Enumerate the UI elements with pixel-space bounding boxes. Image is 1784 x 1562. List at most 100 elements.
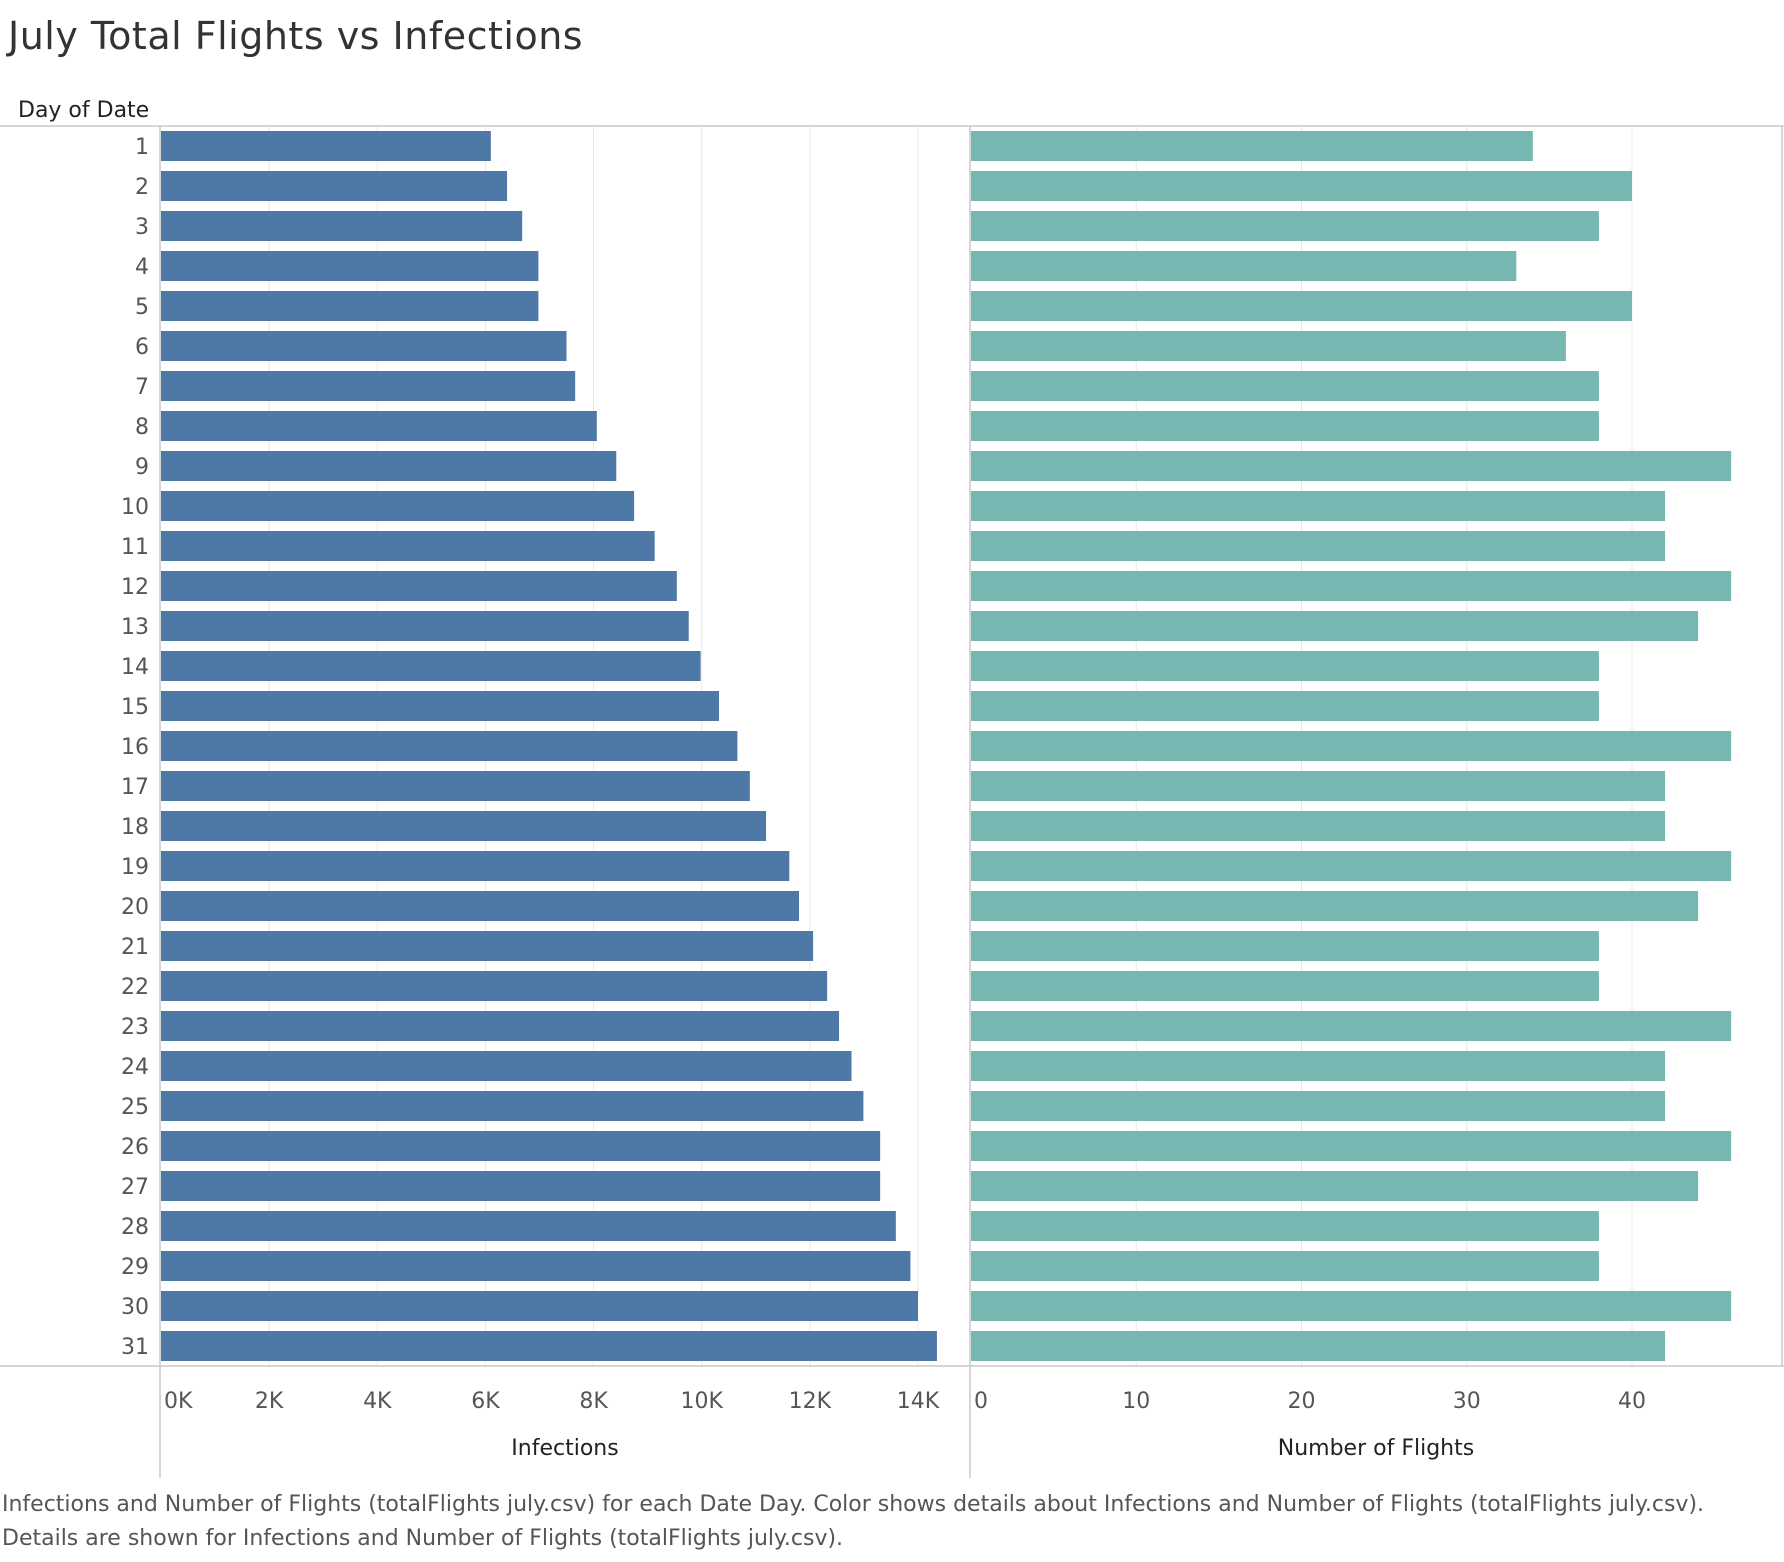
flights-bar	[971, 1131, 1732, 1161]
flights-bar	[971, 971, 1599, 1001]
y-tick-label: 11	[121, 535, 149, 560]
y-tick-label: 4	[135, 255, 149, 280]
flights-bar	[971, 851, 1732, 881]
x-tick-label: 0	[974, 1389, 988, 1414]
flights-bar	[971, 1051, 1666, 1081]
infections-bar	[161, 1171, 881, 1201]
infections-bar	[161, 1091, 864, 1121]
y-tick-label: 27	[121, 1175, 149, 1200]
infections-bar	[161, 531, 655, 561]
infections-bar	[161, 291, 539, 321]
flights-bar	[971, 771, 1666, 801]
infections-bar	[161, 971, 828, 1001]
flights-bar	[971, 651, 1599, 681]
flights-bar	[971, 1331, 1666, 1361]
infections-bar	[161, 611, 689, 641]
infections-bar	[161, 371, 576, 401]
flights-bar	[971, 1011, 1732, 1041]
infections-bar	[161, 731, 738, 761]
y-tick-label: 9	[135, 455, 149, 480]
infections-bar	[161, 811, 767, 841]
y-tick-label: 25	[121, 1095, 149, 1120]
y-tick-label: 10	[121, 495, 149, 520]
x-tick-label: 10	[1122, 1389, 1150, 1414]
flights-bar	[971, 931, 1599, 961]
flights-bar	[971, 531, 1666, 561]
infections-bar	[161, 651, 701, 681]
flights-bar	[971, 1251, 1599, 1281]
flights-bar	[971, 891, 1699, 921]
y-tick-label: 28	[121, 1215, 149, 1240]
chart-title: July Total Flights vs Infections	[8, 14, 584, 58]
y-tick-label: 8	[135, 415, 149, 440]
x-tick-label: 10K	[681, 1389, 724, 1414]
flights-bar	[971, 1291, 1732, 1321]
infections-bar	[161, 851, 790, 881]
y-tick-label: 24	[121, 1055, 149, 1080]
infections-bar	[161, 931, 814, 961]
flights-bar	[971, 731, 1732, 761]
infections-bar	[161, 1211, 896, 1241]
infections-bar	[161, 571, 677, 601]
y-tick-label: 22	[121, 975, 149, 1000]
caption-line-1: Infections and Number of Flights (totalF…	[2, 1492, 1705, 1517]
chart-frame	[0, 125, 1784, 1478]
flights-bar	[971, 691, 1599, 721]
y-tick-label: 12	[121, 575, 149, 600]
x-tick-label: 6K	[471, 1389, 500, 1414]
x-tick-label: 4K	[363, 1389, 392, 1414]
y-tick-label: 2	[135, 175, 149, 200]
infections-bar	[161, 491, 635, 521]
y-tick-label: 3	[135, 215, 149, 240]
infections-bar	[161, 891, 800, 921]
y-tick-label: 21	[121, 935, 149, 960]
infections-bar	[161, 251, 539, 281]
x-tick-label: 30	[1453, 1389, 1481, 1414]
y-tick-label: 13	[121, 615, 149, 640]
y-tick-label: 5	[135, 295, 149, 320]
infections-bar	[161, 171, 508, 201]
y-tick-label: 19	[121, 855, 149, 880]
infections-bar	[161, 1131, 881, 1161]
flights-bar	[971, 131, 1533, 161]
infections-bar	[161, 131, 491, 161]
flights-bar	[971, 451, 1732, 481]
flights-bar	[971, 611, 1699, 641]
flights-bar	[971, 291, 1632, 321]
infections-bar	[161, 1011, 840, 1041]
y-tick-label: 31	[121, 1335, 149, 1360]
infections-bar	[161, 1291, 918, 1321]
bar-chart: Day of Date 1234567891011121314151617181…	[0, 98, 1784, 1478]
x-tick-label: 12K	[789, 1389, 832, 1414]
infections-axis-title: Infections	[511, 1436, 618, 1461]
y-axis-ticks: 1234567891011121314151617181920212223242…	[121, 135, 149, 1360]
y-tick-label: 14	[121, 655, 149, 680]
flights-bar	[971, 331, 1566, 361]
infections-bar	[161, 331, 567, 361]
y-tick-label: 26	[121, 1135, 149, 1160]
x-axis-ticks: 0K 2K 4K 6K 8K 10K 12K 14K 0 10 20 30 40	[164, 1389, 1646, 1414]
y-tick-label: 15	[121, 695, 149, 720]
flights-bar	[971, 211, 1599, 241]
y-tick-label: 6	[135, 335, 149, 360]
x-tick-label: 0K	[164, 1389, 193, 1414]
bars	[161, 131, 1732, 1361]
flights-bar	[971, 171, 1632, 201]
y-tick-label: 1	[135, 135, 149, 160]
x-tick-label: 40	[1618, 1389, 1646, 1414]
y-tick-label: 30	[121, 1295, 149, 1320]
flights-bar	[971, 571, 1732, 601]
infections-bar	[161, 1331, 937, 1361]
y-tick-label: 29	[121, 1255, 149, 1280]
infections-bar	[161, 211, 523, 241]
y-tick-label: 23	[121, 1015, 149, 1040]
flights-bar	[971, 491, 1666, 521]
flights-bar	[971, 1091, 1666, 1121]
infections-bar	[161, 411, 597, 441]
y-tick-label: 18	[121, 815, 149, 840]
x-tick-label: 8K	[579, 1389, 608, 1414]
flights-bar	[971, 1171, 1699, 1201]
flights-bar	[971, 1211, 1599, 1241]
x-tick-label: 2K	[255, 1389, 284, 1414]
x-tick-label: 14K	[897, 1389, 940, 1414]
